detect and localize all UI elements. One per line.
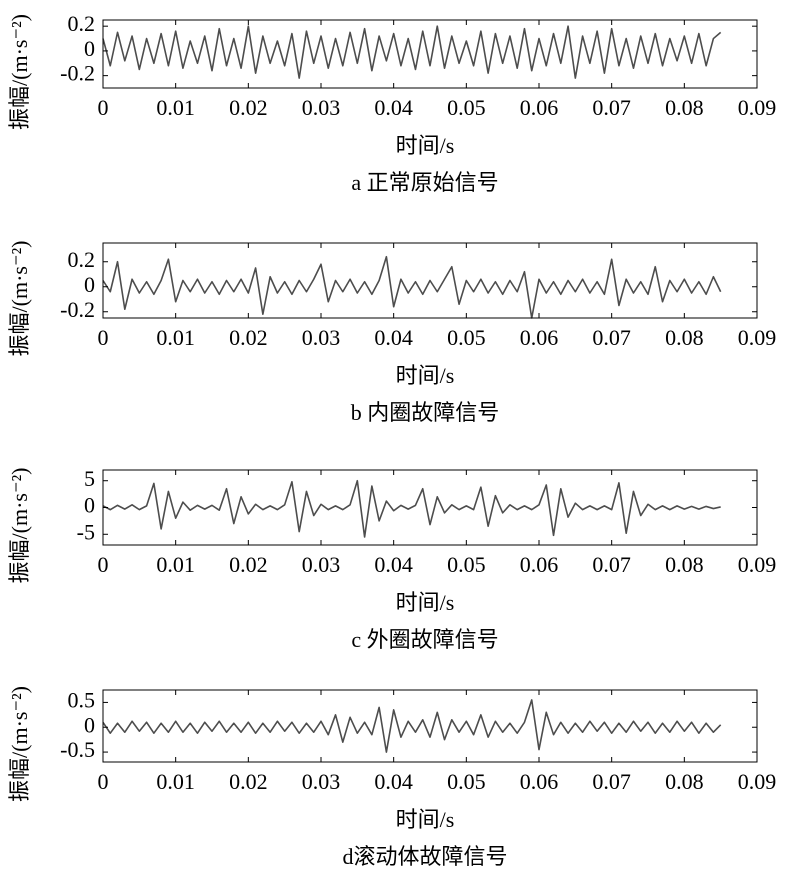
y-tick-label: 0	[84, 493, 95, 518]
caption: d滚动体故障信号	[342, 844, 507, 869]
signal-line	[102, 25, 722, 79]
x-tick-label: 0.07	[592, 95, 631, 120]
x-tick-label: 0.08	[665, 325, 704, 350]
x-tick-label: 0.03	[302, 95, 341, 120]
x-tick-label: 0.01	[156, 552, 195, 577]
x-tick-label: 0.04	[374, 552, 413, 577]
y-tick-label: 0	[84, 272, 95, 297]
signal-line	[102, 699, 722, 753]
x-tick-label: 0.07	[592, 769, 631, 794]
y-tick-label: -0.2	[60, 297, 95, 322]
x-tick-label: 0.05	[447, 769, 486, 794]
x-tick-label: 0.04	[374, 325, 413, 350]
y-tick-label: -0.2	[60, 61, 95, 86]
x-tick-label: 0.02	[229, 95, 268, 120]
x-tick-label: 0.07	[592, 552, 631, 577]
x-tick-label: 0.08	[665, 552, 704, 577]
x-tick-label: 0.06	[520, 552, 559, 577]
x-tick-label: 0	[98, 95, 109, 120]
x-tick-label: 0.01	[156, 95, 195, 120]
caption: a 正常原始信号	[351, 170, 498, 195]
y-tick-label: 0.5	[68, 687, 96, 712]
y-tick-label: 0	[84, 36, 95, 61]
y-axis-label: 振幅/(m·s⁻²)	[7, 686, 32, 802]
x-tick-label: 0.03	[302, 769, 341, 794]
x-tick-label: 0.04	[374, 95, 413, 120]
x-axis-label: 时间/s	[396, 807, 455, 832]
x-tick-label: 0.08	[665, 95, 704, 120]
x-axis-label: 时间/s	[396, 590, 455, 615]
x-tick-label: 0.03	[302, 552, 341, 577]
y-tick-label: -5	[77, 519, 95, 544]
axes-frame	[102, 689, 758, 763]
caption: c 外圈故障信号	[351, 627, 498, 652]
x-tick-label: 0.05	[447, 552, 486, 577]
x-tick-label: 0.05	[447, 95, 486, 120]
y-axis-label: 振幅/(m·s⁻²)	[7, 241, 32, 357]
x-tick-label: 0.06	[520, 769, 559, 794]
x-tick-label: 0.04	[374, 769, 413, 794]
x-tick-label: 0	[98, 325, 109, 350]
x-tick-label: 0.03	[302, 325, 341, 350]
x-tick-label: 0.06	[520, 95, 559, 120]
y-axis-label: 振幅/(m·s⁻²)	[7, 468, 32, 584]
x-tick-label: 0.01	[156, 769, 195, 794]
x-axis-label: 时间/s	[396, 363, 455, 388]
axes-frame	[102, 19, 758, 89]
y-tick-label: 0.2	[68, 11, 96, 36]
x-tick-label: 0.09	[738, 95, 777, 120]
signal-line	[102, 479, 721, 538]
x-tick-label: 0.05	[447, 325, 486, 350]
x-tick-label: 0.02	[229, 769, 268, 794]
y-tick-label: 0.2	[68, 247, 96, 272]
x-tick-label: 0.02	[229, 325, 268, 350]
x-tick-label: 0.09	[738, 552, 777, 577]
x-axis-label: 时间/s	[396, 133, 455, 158]
y-tick-label: -0.5	[60, 737, 95, 762]
y-axis-label: 振幅/(m·s⁻²)	[7, 14, 32, 130]
x-tick-label: 0.09	[738, 769, 777, 794]
y-tick-label: 5	[84, 466, 95, 491]
x-tick-label: 0.09	[738, 325, 777, 350]
x-tick-label: 0	[98, 552, 109, 577]
signal-line	[102, 255, 722, 319]
x-tick-label: 0	[98, 769, 109, 794]
caption: b 内圈故障信号	[351, 400, 500, 425]
axes-frame	[102, 242, 758, 319]
y-tick-label: 0	[84, 712, 95, 737]
x-tick-label: 0.07	[592, 325, 631, 350]
x-tick-label: 0.01	[156, 325, 195, 350]
x-tick-label: 0.08	[665, 769, 704, 794]
x-tick-label: 0.06	[520, 325, 559, 350]
x-tick-label: 0.02	[229, 552, 268, 577]
